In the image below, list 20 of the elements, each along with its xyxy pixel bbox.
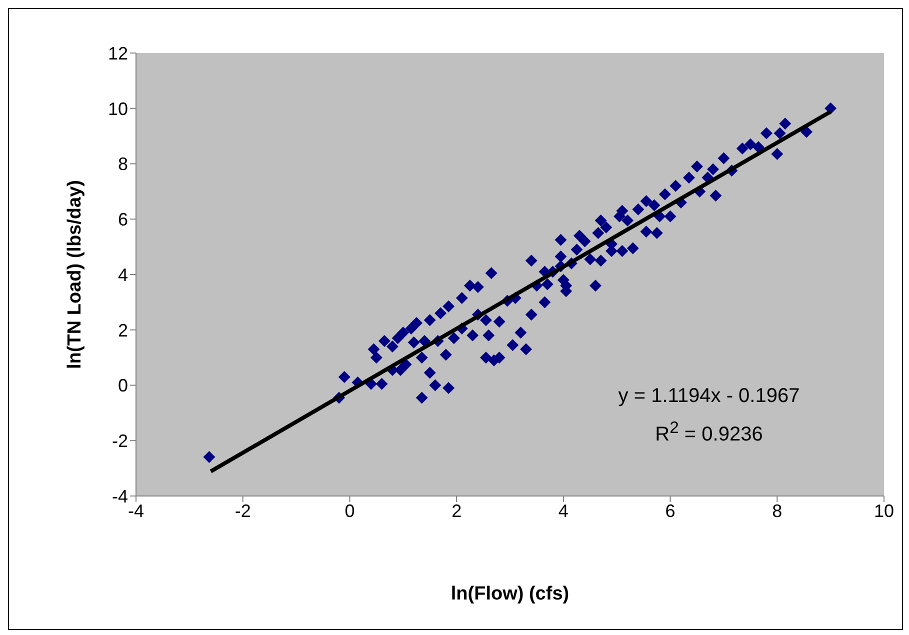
annotation: R$^{2}$ = 0.9236 bbox=[654, 417, 764, 448]
y-tick-label: 0 bbox=[118, 376, 128, 396]
y-tick-label: -2 bbox=[112, 431, 128, 452]
y-tick-label: 2 bbox=[118, 320, 128, 340]
x-tick-label: 2 bbox=[452, 500, 462, 521]
x-tick-label: -2 bbox=[234, 500, 251, 521]
x-tick-label: 0 bbox=[344, 500, 355, 521]
y-tick-label: 6 bbox=[118, 210, 128, 230]
x-tick-label: 10 bbox=[874, 500, 894, 521]
x-tick-label: 8 bbox=[772, 500, 782, 521]
y-tick-label: 4 bbox=[118, 264, 128, 285]
x-tick-label: 6 bbox=[665, 500, 676, 521]
x-tick-label: 4 bbox=[558, 500, 568, 521]
x-axis-title: ln(Flow) (cfs) bbox=[450, 583, 570, 604]
y-tick-label: 12 bbox=[108, 43, 128, 64]
y-tick-label: 8 bbox=[118, 154, 128, 174]
annotation: y = 1.1194x - 0.1967 bbox=[617, 384, 801, 409]
y-tick-label: -4 bbox=[112, 486, 128, 506]
y-tick-label: 10 bbox=[108, 98, 128, 119]
y-axis-title: ln(TN Load) (lbs/day) bbox=[64, 180, 86, 369]
